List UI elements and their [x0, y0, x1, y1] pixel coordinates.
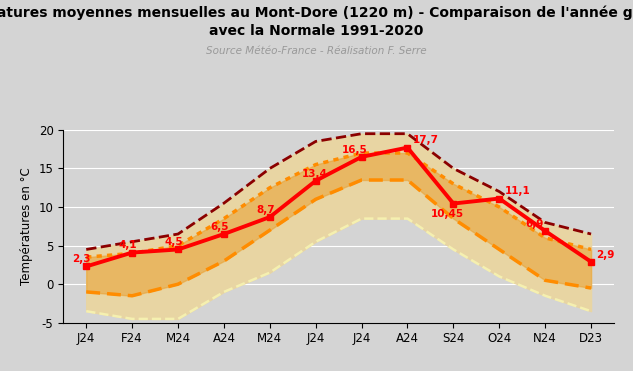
Text: 2,3: 2,3 — [72, 254, 91, 264]
Y-axis label: Températures en °C: Températures en °C — [20, 167, 33, 285]
Text: 17,7: 17,7 — [413, 135, 439, 145]
Text: 4,5: 4,5 — [164, 237, 183, 247]
Text: 6,5: 6,5 — [210, 222, 229, 232]
Text: 13,4: 13,4 — [302, 168, 328, 178]
Text: Source Météo-France - Réalisation F. Serre: Source Météo-France - Réalisation F. Ser… — [206, 46, 427, 56]
Text: 10,45: 10,45 — [431, 210, 464, 219]
Text: Températures moyennes mensuelles au Mont-Dore (1220 m) - Comparaison de l'année : Températures moyennes mensuelles au Mont… — [0, 6, 633, 20]
Text: 11,1: 11,1 — [505, 186, 530, 196]
Text: 6,9: 6,9 — [526, 219, 544, 229]
Text: 4,1: 4,1 — [118, 240, 137, 250]
Text: 16,5: 16,5 — [342, 145, 368, 155]
Text: 2,9: 2,9 — [597, 250, 615, 260]
Text: 8,7: 8,7 — [256, 205, 275, 215]
Text: avec la Normale 1991-2020: avec la Normale 1991-2020 — [210, 24, 423, 38]
